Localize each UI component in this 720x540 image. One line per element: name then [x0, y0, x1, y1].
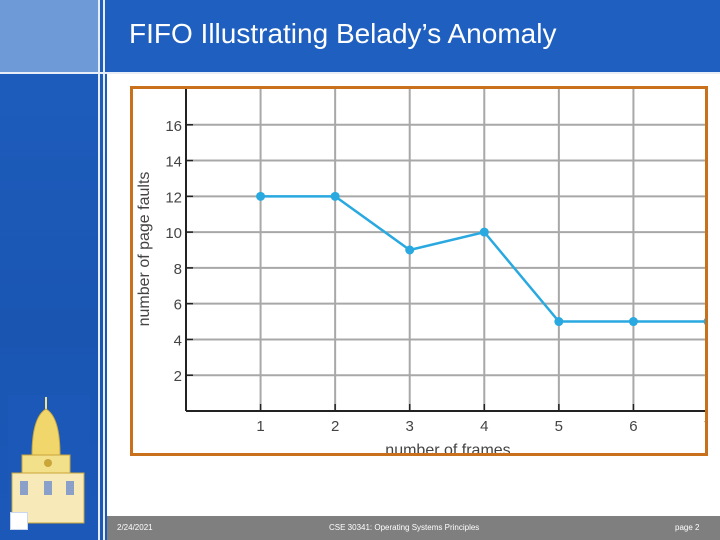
line-chart: 2468101214161234567number of framesnumbe… [136, 89, 705, 453]
title-bar: FIFO Illustrating Belady’s Anomaly [107, 0, 720, 72]
sidebar-light-block [0, 0, 98, 72]
data-point [703, 318, 705, 325]
data-point [256, 191, 266, 201]
x-tick-label: 2 [331, 418, 339, 435]
x-tick-label: 1 [256, 418, 264, 435]
x-tick-label: 3 [406, 418, 414, 435]
x-tick-label: 6 [629, 418, 637, 435]
golden-dome-icon [8, 395, 90, 530]
x-tick-label: 4 [480, 418, 488, 435]
y-tick-label: 4 [174, 332, 182, 349]
sidebar-divider [103, 0, 105, 540]
y-tick-label: 8 [174, 261, 182, 278]
y-tick-label: 6 [174, 297, 182, 314]
footer-bar: 2/24/2021 CSE 30341: Operating Systems P… [107, 516, 720, 540]
x-tick-label: 7 [704, 418, 705, 435]
chart-frame: 2468101214161234567number of framesnumbe… [130, 86, 708, 456]
sidebar-divider [0, 72, 107, 74]
y-tick-label: 2 [174, 368, 182, 385]
data-point [554, 317, 564, 327]
data-point [405, 245, 415, 255]
title-divider [107, 72, 720, 74]
slide-title: FIFO Illustrating Belady’s Anomaly [129, 18, 557, 49]
y-tick-label: 16 [165, 118, 182, 135]
y-axis-label: number of page faults [136, 172, 153, 327]
sidebar-divider [98, 0, 100, 540]
x-tick-label: 5 [555, 418, 563, 435]
data-point [479, 227, 489, 237]
y-tick-label: 12 [165, 189, 182, 206]
footer-course: CSE 30341: Operating Systems Principles [329, 523, 480, 532]
x-axis-label: number of frames [385, 442, 510, 453]
footer-date: 2/24/2021 [117, 523, 153, 532]
data-point [330, 191, 340, 201]
y-tick-label: 10 [165, 225, 182, 242]
y-tick-label: 14 [165, 154, 182, 171]
footer-page-number: page 2 [675, 523, 700, 532]
corner-marker [10, 512, 28, 530]
data-point [628, 317, 638, 327]
